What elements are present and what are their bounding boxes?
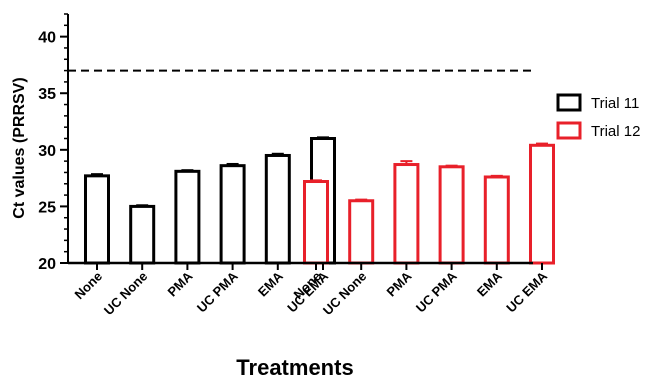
category-label: EMA bbox=[255, 268, 286, 299]
y-tick-label: 40 bbox=[38, 30, 56, 47]
bar bbox=[529, 143, 555, 265]
legend-swatch bbox=[556, 93, 582, 112]
bar bbox=[84, 174, 110, 265]
category-label: None bbox=[72, 269, 106, 303]
bar bbox=[264, 153, 291, 265]
category-label: UC EMA bbox=[503, 268, 550, 315]
bars-layer bbox=[84, 136, 555, 265]
y-tick-label: 30 bbox=[38, 143, 56, 160]
legend-item: Trial 11 bbox=[556, 93, 639, 112]
bar bbox=[303, 180, 329, 265]
x-axis-title: Treatments bbox=[236, 355, 353, 380]
bar bbox=[483, 175, 510, 265]
y-tick-label: 20 bbox=[38, 256, 56, 273]
bar bbox=[393, 163, 420, 265]
legend-label: Trial 11 bbox=[591, 95, 639, 112]
category-label: PMA bbox=[164, 268, 195, 299]
bar bbox=[129, 204, 156, 265]
category-label: UC PMA bbox=[413, 268, 460, 315]
bar bbox=[348, 199, 375, 265]
y-tick-label: 35 bbox=[38, 86, 56, 103]
axes-layer: 20 25 30 35 40 bbox=[38, 13, 543, 273]
bar bbox=[219, 164, 246, 265]
bar bbox=[438, 165, 465, 265]
category-label: PMA bbox=[383, 268, 414, 299]
legend-item: Trial 12 bbox=[556, 121, 640, 140]
legend-swatch bbox=[556, 121, 582, 140]
category-label: UC PMA bbox=[194, 268, 241, 315]
legend: Trial 11 Trial 12 bbox=[556, 93, 640, 140]
bar bbox=[174, 169, 201, 265]
y-tick-label: 25 bbox=[38, 199, 56, 216]
category-label: UC None bbox=[101, 269, 150, 318]
category-label: EMA bbox=[474, 268, 505, 299]
legend-label: Trial 12 bbox=[591, 123, 640, 140]
y-axis-title: Ct values (PRRSV) bbox=[11, 77, 28, 218]
